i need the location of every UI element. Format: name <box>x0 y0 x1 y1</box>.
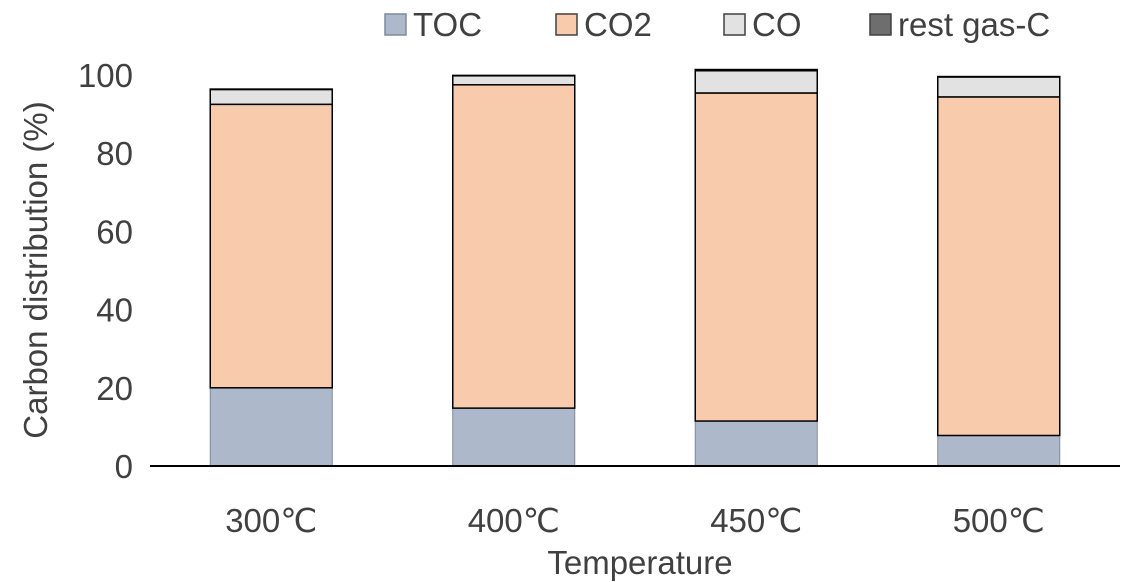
x-axis-title: Temperature <box>547 544 732 581</box>
x-axis-ticks: 300℃ 400℃ 450℃ 500℃ <box>225 502 1045 539</box>
legend-swatch-toc <box>384 13 407 36</box>
x-tick-label: 450℃ <box>710 502 802 539</box>
bar-segment-co-300 <box>209 88 333 106</box>
bar-segment-co-400 <box>452 75 576 86</box>
y-tick-label: 60 <box>96 213 133 250</box>
x-tick-label: 400℃ <box>468 502 560 539</box>
y-tick-label: 40 <box>96 292 133 329</box>
bar-segment-co2-500 <box>937 96 1061 437</box>
legend-label-co2: CO2 <box>584 6 652 43</box>
bar-segment-co2-300 <box>209 103 333 389</box>
bar-segment-co2-450 <box>694 92 818 422</box>
bar-segment-co2-400 <box>452 84 576 409</box>
x-tick-label: 300℃ <box>225 502 317 539</box>
legend-swatch-rest-gas-c <box>869 13 892 36</box>
bar-segment-rest-gas-c-450 <box>694 68 818 72</box>
bar-segment-toc-300 <box>209 387 333 467</box>
x-tick-label: 500℃ <box>953 502 1045 539</box>
y-axis-ticks: 0 20 40 60 80 100 <box>78 57 133 485</box>
bar-segment-toc-500 <box>937 435 1061 467</box>
bar-segment-toc-450 <box>694 420 818 467</box>
y-tick-label: 20 <box>96 370 133 407</box>
legend-label-rest-gas-c: rest gas-C <box>898 6 1050 43</box>
y-tick-label: 80 <box>96 135 133 172</box>
legend-swatch-co2 <box>555 13 578 36</box>
y-axis-title: Carbon distribution (%) <box>17 101 54 438</box>
legend-swatch-co <box>723 13 746 36</box>
y-tick-label: 0 <box>115 448 133 485</box>
legend-label-co: CO <box>752 6 802 43</box>
bar-segment-co-500 <box>937 76 1061 98</box>
bar-segment-toc-400 <box>452 407 576 467</box>
bar-segment-co-450 <box>694 69 818 94</box>
legend: TOC CO2 CO rest gas-C <box>384 6 1050 43</box>
legend-label-toc: TOC <box>413 6 482 43</box>
y-tick-label: 100 <box>78 57 133 94</box>
bars <box>209 68 1061 467</box>
